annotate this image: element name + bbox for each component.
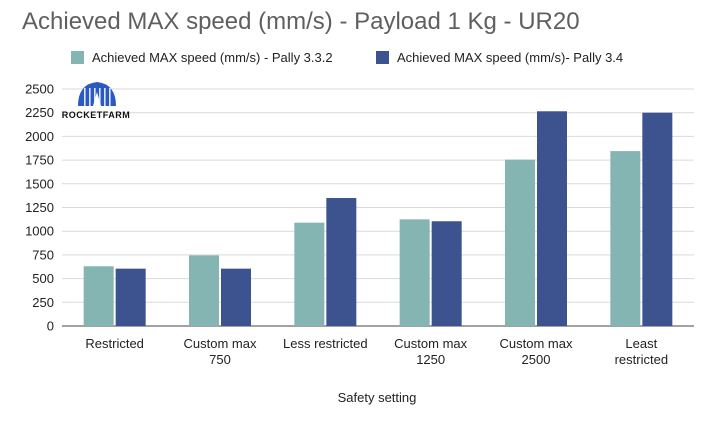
bar-pally-34 — [221, 268, 251, 326]
y-tick-label: 2500 — [25, 82, 54, 97]
bar-pally-332 — [399, 219, 430, 326]
logo-rocket — [93, 92, 101, 106]
gridlines — [62, 88, 694, 327]
legend-item: Achieved MAX speed (mm/s) - Pally 3.3.2 — [71, 50, 333, 65]
legend-swatch — [376, 51, 389, 64]
bar-pally-34 — [326, 198, 357, 326]
x-tick-label-line: Restricted — [85, 336, 144, 351]
logo-stripe — [89, 88, 91, 106]
legend-swatch — [71, 51, 84, 64]
x-tick-label-line: Least — [625, 336, 657, 351]
logo-stripe — [109, 88, 111, 106]
x-tick-label-line: 750 — [209, 352, 231, 367]
bar-pally-34 — [642, 112, 673, 326]
logo-stripe — [104, 88, 106, 106]
legend-label: Achieved MAX speed (mm/s) - Pally 3.3.2 — [92, 50, 333, 65]
x-tick-label-line: Less restricted — [283, 336, 368, 351]
bars — [83, 111, 673, 326]
bar-pally-332 — [505, 159, 535, 326]
y-tick-label: 0 — [47, 319, 54, 334]
x-tick-label: Custom max 2500 — [500, 336, 573, 367]
chart-title: Achieved MAX speed (mm/s) - Payload 1 Kg… — [22, 8, 580, 35]
x-tick-label-line: 1250 — [416, 352, 445, 367]
bar-pally-34 — [115, 268, 146, 326]
y-tick-label: 1500 — [25, 176, 54, 191]
logo-stripe — [94, 88, 96, 106]
bar-pally-34 — [431, 221, 462, 326]
x-tick-label-line: restricted — [615, 352, 668, 367]
legend-label: Achieved MAX speed (mm/s)- Pally 3.4 — [397, 50, 623, 65]
x-tick-label-line: 2500 — [522, 352, 551, 367]
y-tick-label: 2250 — [25, 105, 54, 120]
logo-text: ROCKETFARM — [62, 110, 131, 120]
y-tick-label: 1250 — [25, 200, 54, 215]
bar-pally-332 — [83, 266, 114, 326]
x-tick-label: Less restricted — [283, 336, 368, 351]
y-tick-label: 750 — [32, 247, 54, 262]
x-tick-label-line: Custom max — [500, 336, 573, 351]
x-axis-label: Safety setting — [338, 390, 417, 405]
logo-stripe — [84, 88, 86, 106]
y-tick-label: 500 — [32, 271, 54, 286]
bar-pally-332 — [610, 151, 641, 326]
bar-pally-332 — [294, 222, 325, 326]
x-tick-label-line: Custom max — [184, 336, 257, 351]
bar-pally-332 — [189, 255, 219, 326]
x-tick-label: Restricted — [85, 336, 144, 351]
rocketfarm-logo: ROCKETFARM — [62, 82, 131, 120]
bar-pally-34 — [537, 111, 567, 326]
y-tick-label: 1750 — [25, 153, 54, 168]
y-tick-label: 1000 — [25, 224, 54, 239]
y-axis-ticks: 0 250 500 750 1000 1250 1500 1750 2000 2250 2500 — [25, 82, 54, 334]
x-tick-label: Custom max 1250 — [394, 336, 467, 367]
y-tick-label: 2000 — [25, 129, 54, 144]
logo-stripe — [99, 88, 101, 106]
y-tick-label: 250 — [32, 295, 54, 310]
x-tick-label-line: Custom max — [394, 336, 467, 351]
legend: Achieved MAX speed (mm/s) - Pally 3.3.2 A… — [71, 50, 623, 65]
rocket-dome-icon — [78, 82, 116, 106]
legend-item: Achieved MAX speed (mm/s)- Pally 3.4 — [376, 50, 623, 65]
x-tick-label: Least restricted — [615, 336, 668, 367]
x-tick-label: Custom max 750 — [184, 336, 257, 367]
